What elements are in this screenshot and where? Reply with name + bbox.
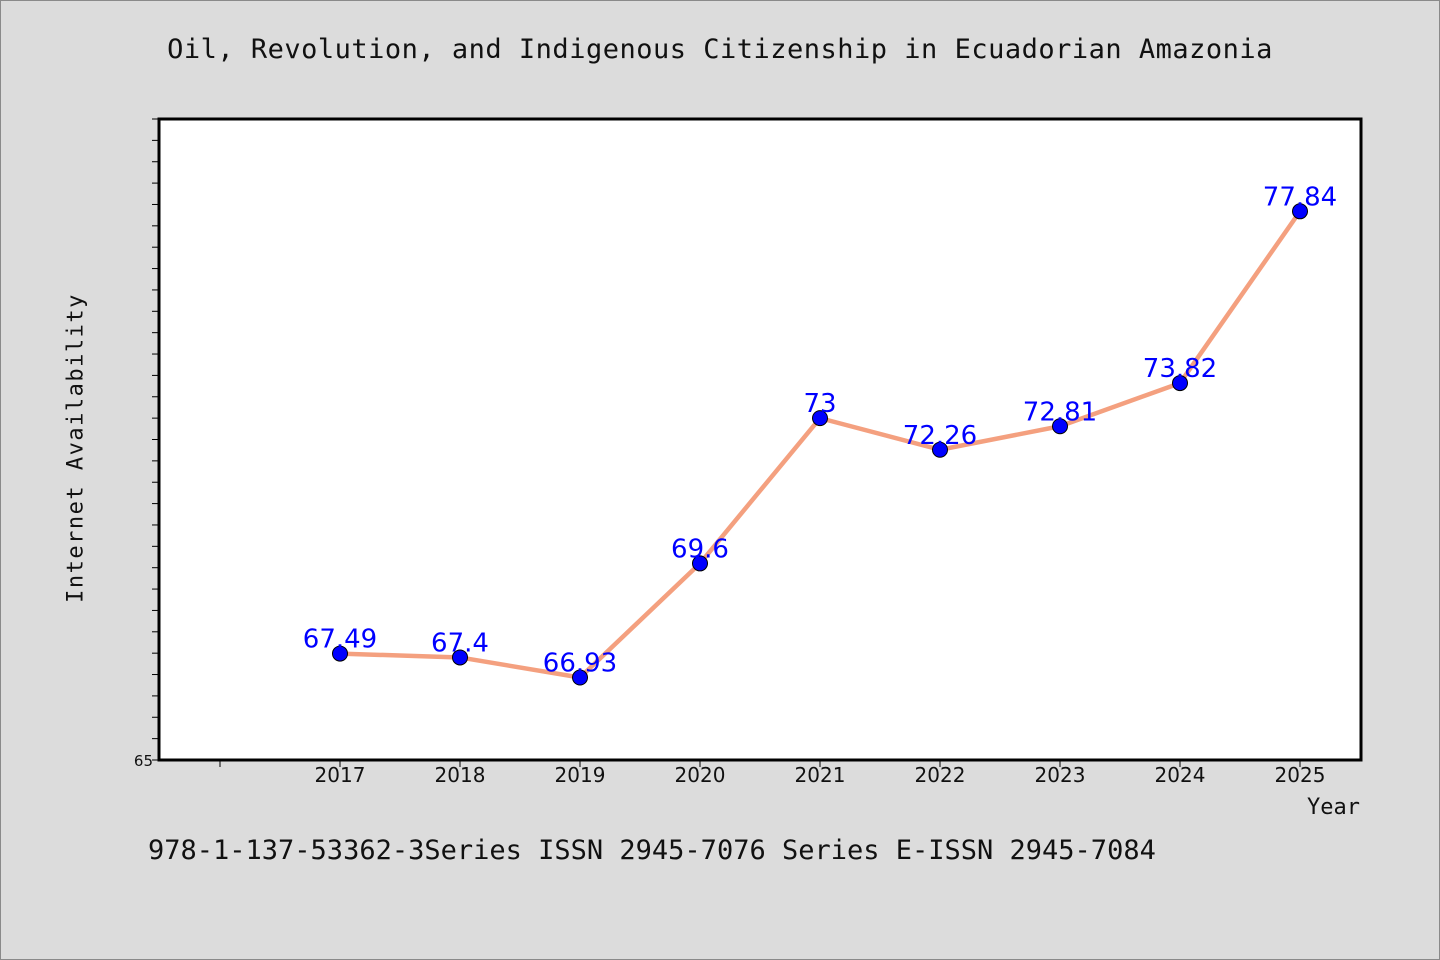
x-tick-label: 2020 [675, 763, 726, 787]
data-label: 72.81 [1023, 397, 1097, 427]
data-label: 67.49 [303, 625, 377, 655]
data-point [932, 441, 948, 458]
data-label: 66.93 [543, 649, 617, 679]
data-point [332, 645, 348, 662]
footer-identifiers: 978-1-137-53362-3Series ISSN 2945-7076 S… [148, 835, 1156, 866]
x-axis-label: Year [1307, 795, 1360, 820]
y-axis-label: Internet Availability [63, 293, 89, 603]
x-tick-label: 2017 [315, 763, 366, 787]
y-axis-ticks: 65 [134, 118, 159, 770]
data-label: 77.84 [1263, 182, 1337, 212]
data-point [1172, 375, 1188, 392]
data-point [812, 410, 828, 427]
plot-background [157, 117, 1363, 762]
data-point [1052, 418, 1068, 435]
x-tick-label: 2022 [915, 763, 966, 787]
chart-title: Oil, Revolution, and Indigenous Citizens… [167, 34, 1273, 65]
x-tick-label: 2018 [435, 763, 486, 787]
x-tick-label: 2021 [795, 763, 846, 787]
series-markers [332, 203, 1308, 686]
data-label: 73 [803, 389, 836, 419]
data-point [452, 649, 468, 666]
data-label: 73.82 [1143, 354, 1217, 384]
data-label: 72.26 [903, 421, 977, 451]
x-tick-label: 2019 [555, 763, 606, 787]
data-label: 67.4 [431, 628, 489, 658]
x-tick-label: 2025 [1275, 763, 1326, 787]
data-point [572, 669, 588, 686]
data-point [692, 555, 708, 572]
x-tick-label: 2023 [1035, 763, 1086, 787]
data-labels: 67.49 67.4 66.93 69.6 73 72.26 72.81 73.82 77.84 [303, 182, 1337, 678]
data-point [1292, 203, 1308, 220]
y-tick-label: 65 [134, 752, 153, 770]
x-tick-label: 2024 [1155, 763, 1206, 787]
x-axis-ticks: 2017 2018 2019 2020 2021 2022 2023 2024 2025 [219, 760, 1326, 787]
data-label: 69.6 [671, 534, 729, 564]
